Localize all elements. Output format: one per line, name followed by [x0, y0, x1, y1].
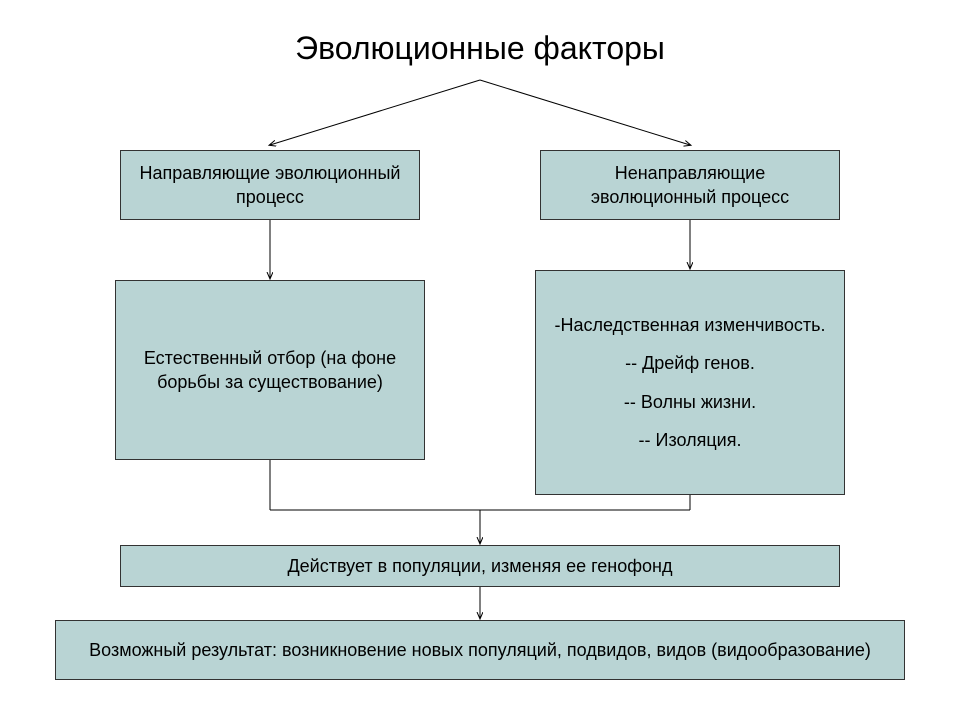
middle-text: Действует в популяции, изменяя ее генофо… [287, 554, 672, 578]
detail-left-text: Естественный отбор (на фоне борьбы за су… [128, 346, 412, 395]
detail-right-list: -Наследственная изменчивость. -- Дрейф г… [552, 313, 828, 452]
detail-right-item: -Наследственная изменчивость. [552, 313, 828, 337]
detail-right-item: -- Волны жизни. [552, 390, 828, 414]
result-box: Возможный результат: возникновение новых… [55, 620, 905, 680]
detail-left-box: Естественный отбор (на фоне борьбы за су… [115, 280, 425, 460]
branch-left-label: Направляющие эволюционный процесс [133, 161, 407, 210]
detail-right-box: -Наследственная изменчивость. -- Дрейф г… [535, 270, 845, 495]
middle-box: Действует в популяции, изменяя ее генофо… [120, 545, 840, 587]
detail-right-item: -- Дрейф генов. [552, 351, 828, 375]
result-text: Возможный результат: возникновение новых… [89, 638, 871, 662]
branch-right-label: Ненаправляющие эволюционный процесс [553, 161, 827, 210]
detail-right-item: -- Изоляция. [552, 428, 828, 452]
branch-right-box: Ненаправляющие эволюционный процесс [540, 150, 840, 220]
branch-left-box: Направляющие эволюционный процесс [120, 150, 420, 220]
diagram-title: Эволюционные факторы [0, 30, 960, 67]
